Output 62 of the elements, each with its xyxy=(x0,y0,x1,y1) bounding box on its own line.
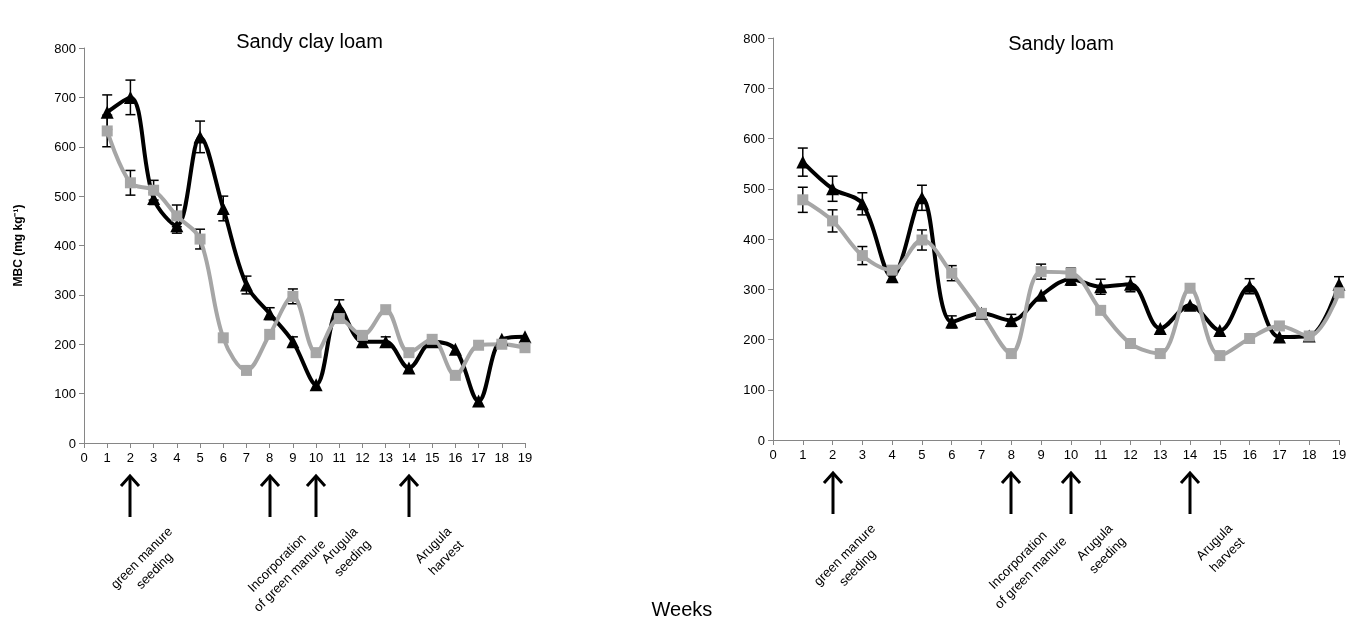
x-tick-label: 9 xyxy=(289,450,297,465)
x-tick-label: 2 xyxy=(126,450,135,465)
chart-title: Sandy clay loam xyxy=(236,30,383,52)
x-tick-label: 11 xyxy=(332,450,347,465)
x-tick-label: 5 xyxy=(918,447,926,462)
x-tick-label: 15 xyxy=(1212,447,1228,462)
x-tick-label: 17 xyxy=(471,450,486,465)
y-tick-label: 700 xyxy=(743,80,765,96)
x-tick-label: 7 xyxy=(977,447,986,462)
x-tick-label: 10 xyxy=(1063,447,1079,462)
x-tick-label: 16 xyxy=(448,450,463,465)
x-tick-label: 1 xyxy=(103,450,111,465)
y-tick-label: 700 xyxy=(54,89,76,105)
y-tick-label: 100 xyxy=(743,382,765,398)
x-tick-label: 9 xyxy=(1037,447,1045,462)
y-tick-label: 300 xyxy=(54,287,76,303)
x-tick-label: 13 xyxy=(378,450,393,465)
x-tick-label: 5 xyxy=(196,450,204,465)
y-tick-label: 500 xyxy=(743,181,765,197)
y-tick-label: 0 xyxy=(757,432,765,448)
x-tick-label: 4 xyxy=(888,447,896,462)
x-tick-label: 16 xyxy=(1242,447,1257,462)
x-tick-label: 8 xyxy=(266,450,274,465)
x-tick-label: 8 xyxy=(1007,447,1015,462)
y-tick-label: 800 xyxy=(743,30,765,46)
y-tick-label: 800 xyxy=(54,40,76,56)
x-tick-label: 10 xyxy=(308,450,324,465)
x-tick-label: 6 xyxy=(219,450,227,465)
x-tick-label: 0 xyxy=(80,450,88,465)
x-tick-label: 0 xyxy=(769,447,777,462)
x-tick-label: 6 xyxy=(948,447,956,462)
x-tick-label: 13 xyxy=(1153,447,1168,462)
x-tick-label: 18 xyxy=(1301,447,1317,462)
y-tick-label: 300 xyxy=(743,281,765,297)
y-tick-label: 200 xyxy=(54,336,76,352)
y-tick-label: 100 xyxy=(54,386,76,402)
y-tick-label: 200 xyxy=(743,332,765,347)
y-axis-title: MBC (mg kg⁻¹) xyxy=(11,204,25,287)
x-tick-label: 19 xyxy=(1331,447,1347,462)
x-axis-title: Weeks xyxy=(651,598,713,621)
x-tick-label: 15 xyxy=(424,450,440,465)
x-tick-label: 7 xyxy=(242,450,251,465)
y-tick-label: 400 xyxy=(54,238,76,253)
y-tick-label: 0 xyxy=(68,435,76,451)
x-tick-label: 19 xyxy=(517,450,533,465)
chart-title: Sandy loam xyxy=(1008,32,1114,54)
x-tick-label: 18 xyxy=(494,450,510,465)
y-tick-label: 500 xyxy=(54,188,76,204)
x-tick-label: 4 xyxy=(173,450,181,465)
y-tick-label: 400 xyxy=(743,231,765,247)
x-tick-label: 2 xyxy=(828,447,837,462)
x-tick-label: 14 xyxy=(401,450,417,465)
x-tick-label: 17 xyxy=(1272,447,1287,462)
x-tick-label: 1 xyxy=(799,447,807,462)
y-tick-label: 600 xyxy=(54,139,76,155)
y-tick-label: 600 xyxy=(743,131,765,146)
x-tick-label: 12 xyxy=(1123,447,1138,462)
x-tick-label: 3 xyxy=(858,447,866,462)
x-tick-label: 12 xyxy=(355,450,370,465)
x-tick-label: 11 xyxy=(1093,447,1108,462)
x-tick-label: 3 xyxy=(150,450,158,465)
x-tick-label: 14 xyxy=(1182,447,1198,462)
